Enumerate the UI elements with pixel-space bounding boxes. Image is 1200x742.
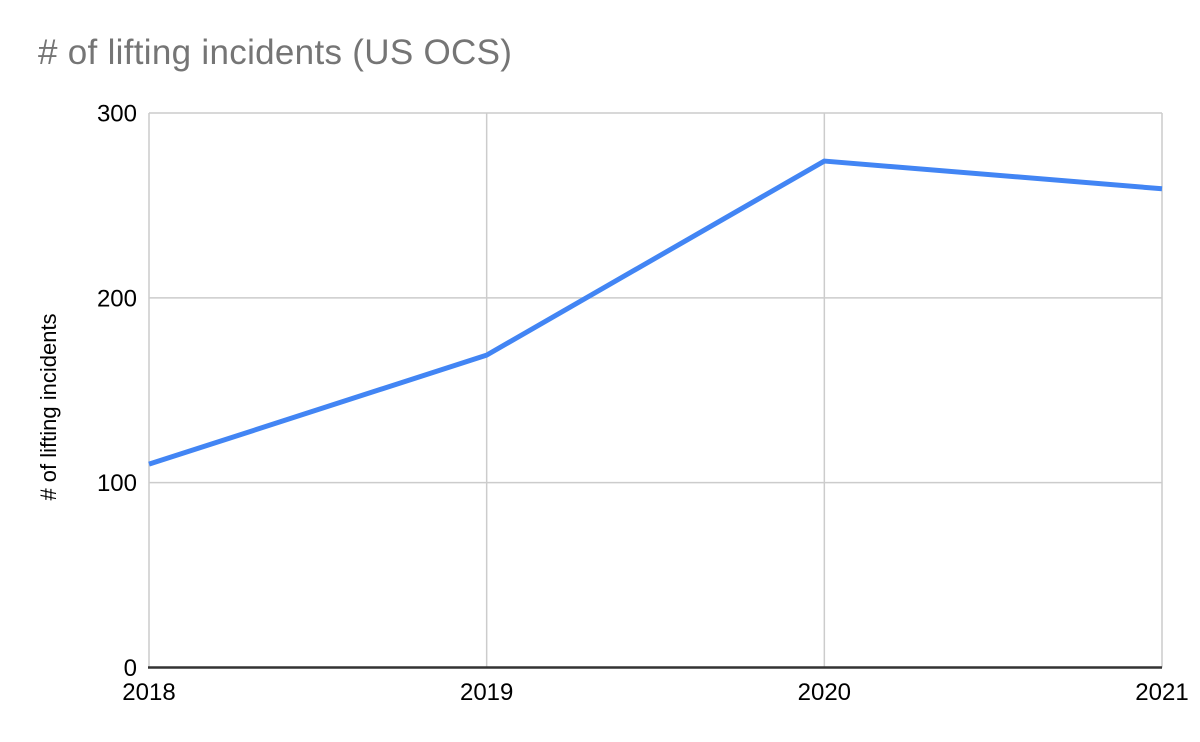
series-line	[148, 158, 1163, 467]
y-tick-label: 300	[97, 101, 137, 128]
y-tick-label: 200	[97, 285, 137, 312]
y-tick-label: 100	[97, 470, 137, 497]
y-tick-label: 0	[124, 655, 137, 682]
x-tick-label: 2018	[122, 679, 175, 706]
x-tick-label: 2021	[1135, 679, 1188, 706]
chart-title: # of lifting incidents (US OCS)	[38, 33, 513, 72]
x-tick-label: 2019	[460, 679, 513, 706]
x-tick-label: 2020	[798, 679, 851, 706]
